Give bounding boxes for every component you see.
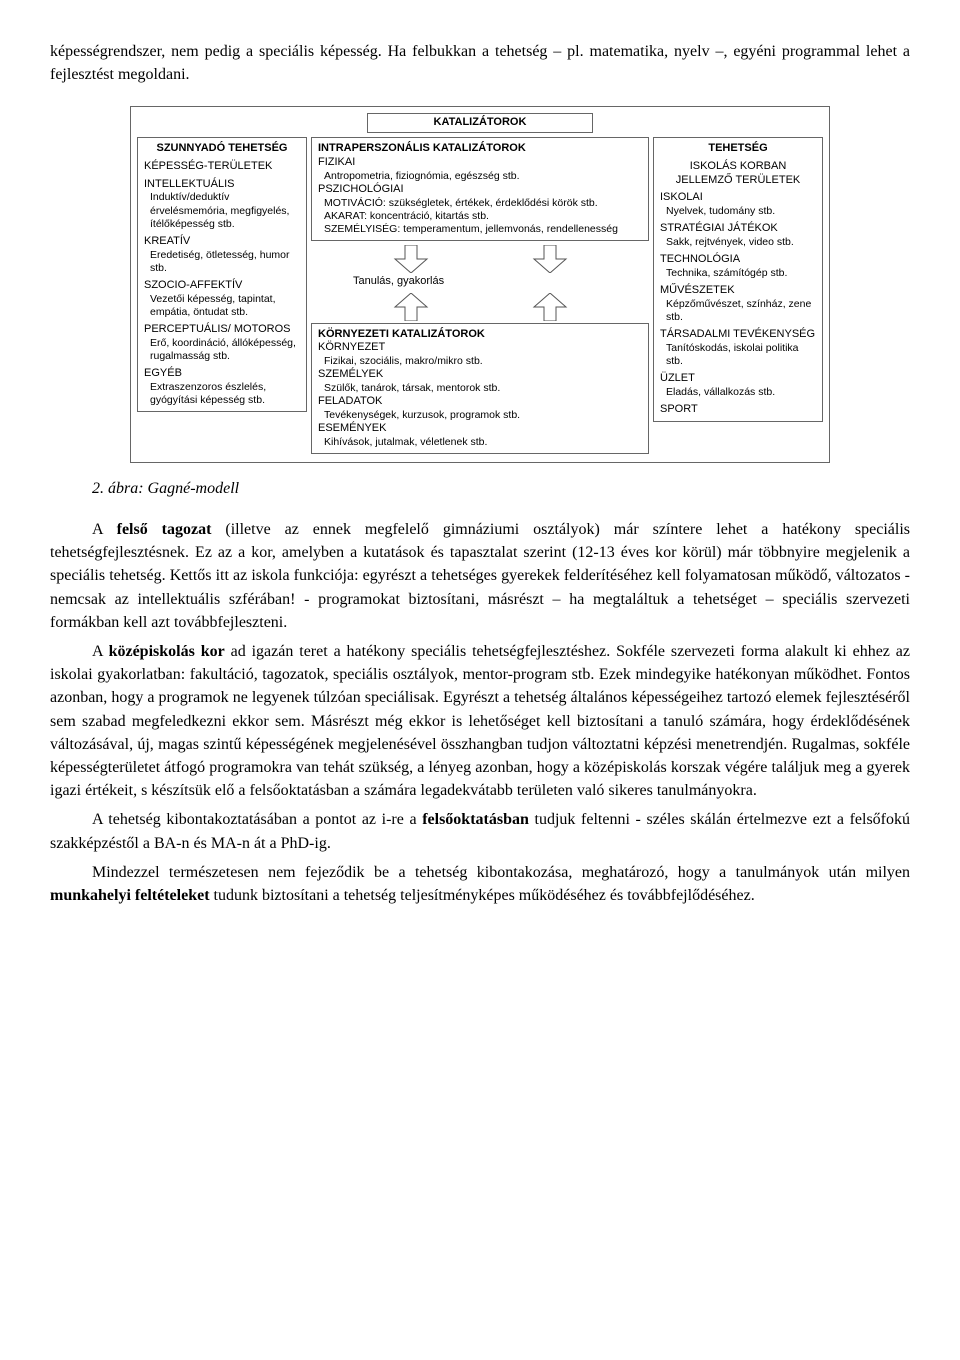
category-body: Képzőművészet, színház, zene stb. bbox=[660, 298, 816, 324]
env-box: KÖRNYEZETI KATALIZÁTOROK KÖRNYEZETFizika… bbox=[311, 323, 649, 454]
row-body: SZEMÉLYISÉG: temperamentum, jellemvonás,… bbox=[318, 223, 642, 236]
arrows-up bbox=[311, 293, 649, 321]
category-title: INTELLEKTUÁLIS bbox=[144, 178, 300, 192]
diagram-right-box: TEHETSÉG ISKOLÁS KORBAN JELLEMZŐ TERÜLET… bbox=[653, 137, 823, 422]
bold-term: felső tagozat bbox=[117, 521, 212, 538]
bold-term: középiskolás kor bbox=[109, 643, 225, 660]
process-label: Tanulás, gyakorlás bbox=[311, 275, 649, 289]
body-paragraph-2: A középiskolás kor ad igazán teret a hat… bbox=[50, 640, 910, 802]
arrow-up-icon bbox=[530, 293, 570, 321]
intra-box: INTRAPERSZONÁLIS KATALIZÁTOROK FIZIKAIAn… bbox=[311, 137, 649, 241]
arrow-up-icon bbox=[391, 293, 431, 321]
category-item: ÜZLETEladás, vállalkozás stb. bbox=[660, 372, 816, 399]
figure-caption: 2. ábra: Gagné-modell bbox=[50, 477, 910, 500]
row-title: FELADATOK bbox=[318, 395, 642, 409]
category-title: EGYÉB bbox=[144, 367, 300, 381]
category-item: SZOCIO-AFFEKTÍVVezetői képesség, tapinta… bbox=[144, 279, 300, 319]
category-title: SPORT bbox=[660, 403, 816, 417]
bold-term: felsőoktatásban bbox=[422, 811, 529, 828]
row-body: MOTIVÁCIÓ: szükségletek, értékek, érdekl… bbox=[318, 197, 642, 210]
arrows-down-1 bbox=[311, 245, 649, 273]
category-title: ÜZLET bbox=[660, 372, 816, 386]
category-title: MŰVÉSZETEK bbox=[660, 284, 816, 298]
arrow-down-icon bbox=[391, 245, 431, 273]
intro-paragraph: képességrendszer, nem pedig a speciális … bbox=[50, 40, 910, 86]
left-title: SZUNNYADÓ TEHETSÉG bbox=[144, 142, 300, 156]
row-body: Antropometria, fiziognómia, egészség stb… bbox=[318, 170, 642, 183]
row-title: FIZIKAI bbox=[318, 156, 642, 170]
category-title: TÁRSADALMI TEVÉKENYSÉG bbox=[660, 328, 816, 342]
right-sub: ISKOLÁS KORBAN JELLEMZŐ TERÜLETEK bbox=[660, 160, 816, 188]
diagram-left-box: SZUNNYADÓ TEHETSÉG KÉPESSÉG-TERÜLETEK IN… bbox=[137, 137, 307, 412]
text: ad igazán teret a hatékony speciális teh… bbox=[50, 643, 910, 799]
category-body: Extraszenzoros észlelés, gyógyítási képe… bbox=[144, 381, 300, 407]
text: A bbox=[92, 643, 109, 660]
gagne-diagram: KATALIZÁTOROK SZUNNYADÓ TEHETSÉG KÉPESSÉ… bbox=[130, 106, 830, 463]
diagram-center: INTRAPERSZONÁLIS KATALIZÁTOROK FIZIKAIAn… bbox=[311, 137, 649, 456]
row-body: Szülők, tanárok, társak, mentorok stb. bbox=[318, 382, 642, 395]
category-item: SPORT bbox=[660, 403, 816, 417]
category-item: STRATÉGIAI JÁTÉKOKSakk, rejtvények, vide… bbox=[660, 222, 816, 249]
category-body: Tanítóskodás, iskolai politika stb. bbox=[660, 342, 816, 368]
category-title: ISKOLAI bbox=[660, 191, 816, 205]
category-item: KREATÍVEredetiség, ötletesség, humor stb… bbox=[144, 235, 300, 275]
row-body: Kihívások, jutalmak, véletlenek stb. bbox=[318, 436, 642, 449]
row-body: Fizikai, szociális, makro/mikro stb. bbox=[318, 355, 642, 368]
text: Mindezzel természetesen nem fejeződik be… bbox=[92, 864, 910, 881]
text: A tehetség kibontakoztatásában a pontot … bbox=[92, 811, 422, 828]
category-item: ISKOLAINyelvek, tudomány stb. bbox=[660, 191, 816, 218]
category-title: KREATÍV bbox=[144, 235, 300, 249]
category-item: EGYÉBExtraszenzoros észlelés, gyógyítási… bbox=[144, 367, 300, 407]
category-body: Nyelvek, tudomány stb. bbox=[660, 205, 816, 218]
body-paragraph-4: Mindezzel természetesen nem fejeződik be… bbox=[50, 861, 910, 907]
env-title: KÖRNYEZETI KATALIZÁTOROK bbox=[318, 328, 642, 342]
category-body: Erő, koordináció, állóképesség, rugalmas… bbox=[144, 337, 300, 363]
category-title: STRATÉGIAI JÁTÉKOK bbox=[660, 222, 816, 236]
category-title: PERCEPTUÁLIS/ MOTOROS bbox=[144, 323, 300, 337]
category-body: Sakk, rejtvények, video stb. bbox=[660, 236, 816, 249]
row-title: ESEMÉNYEK bbox=[318, 422, 642, 436]
bold-term: munkahelyi feltételeket bbox=[50, 887, 210, 904]
row-title: KÖRNYEZET bbox=[318, 341, 642, 355]
category-item: INTELLEKTUÁLISInduktív/deduktív érvelésm… bbox=[144, 178, 300, 231]
category-title: TECHNOLÓGIA bbox=[660, 253, 816, 267]
category-item: TÁRSADALMI TEVÉKENYSÉGTanítóskodás, isko… bbox=[660, 328, 816, 368]
row-title: SZEMÉLYEK bbox=[318, 368, 642, 382]
category-body: Technika, számítógép stb. bbox=[660, 267, 816, 280]
category-title: SZOCIO-AFFEKTÍV bbox=[144, 279, 300, 293]
category-body: Induktív/deduktív érvelésmemória, megfig… bbox=[144, 191, 300, 230]
category-item: MŰVÉSZETEKKépzőművészet, színház, zene s… bbox=[660, 284, 816, 324]
category-item: PERCEPTUÁLIS/ MOTOROSErő, koordináció, á… bbox=[144, 323, 300, 363]
category-item: TECHNOLÓGIATechnika, számítógép stb. bbox=[660, 253, 816, 280]
left-sub: KÉPESSÉG-TERÜLETEK bbox=[144, 160, 300, 174]
arrow-down-icon bbox=[530, 245, 570, 273]
row-body: AKARAT: koncentráció, kitartás stb. bbox=[318, 210, 642, 223]
body-paragraph-3: A tehetség kibontakoztatásában a pontot … bbox=[50, 808, 910, 854]
intra-title: INTRAPERSZONÁLIS KATALIZÁTOROK bbox=[318, 142, 642, 156]
body-paragraph-1: A felső tagozat (illetve az ennek megfel… bbox=[50, 518, 910, 634]
row-body: Tevékenységek, kurzusok, programok stb. bbox=[318, 409, 642, 422]
category-body: Vezetői képesség, tapintat, empátia, önt… bbox=[144, 293, 300, 319]
right-title: TEHETSÉG bbox=[660, 142, 816, 156]
category-body: Eladás, vállalkozás stb. bbox=[660, 386, 816, 399]
text: tudunk biztosítani a tehetség teljesítmé… bbox=[210, 887, 755, 904]
diagram-top-title: KATALIZÁTOROK bbox=[367, 113, 593, 133]
row-title: PSZICHOLÓGIAI bbox=[318, 183, 642, 197]
category-body: Eredetiség, ötletesség, humor stb. bbox=[144, 249, 300, 275]
text: A bbox=[92, 521, 117, 538]
